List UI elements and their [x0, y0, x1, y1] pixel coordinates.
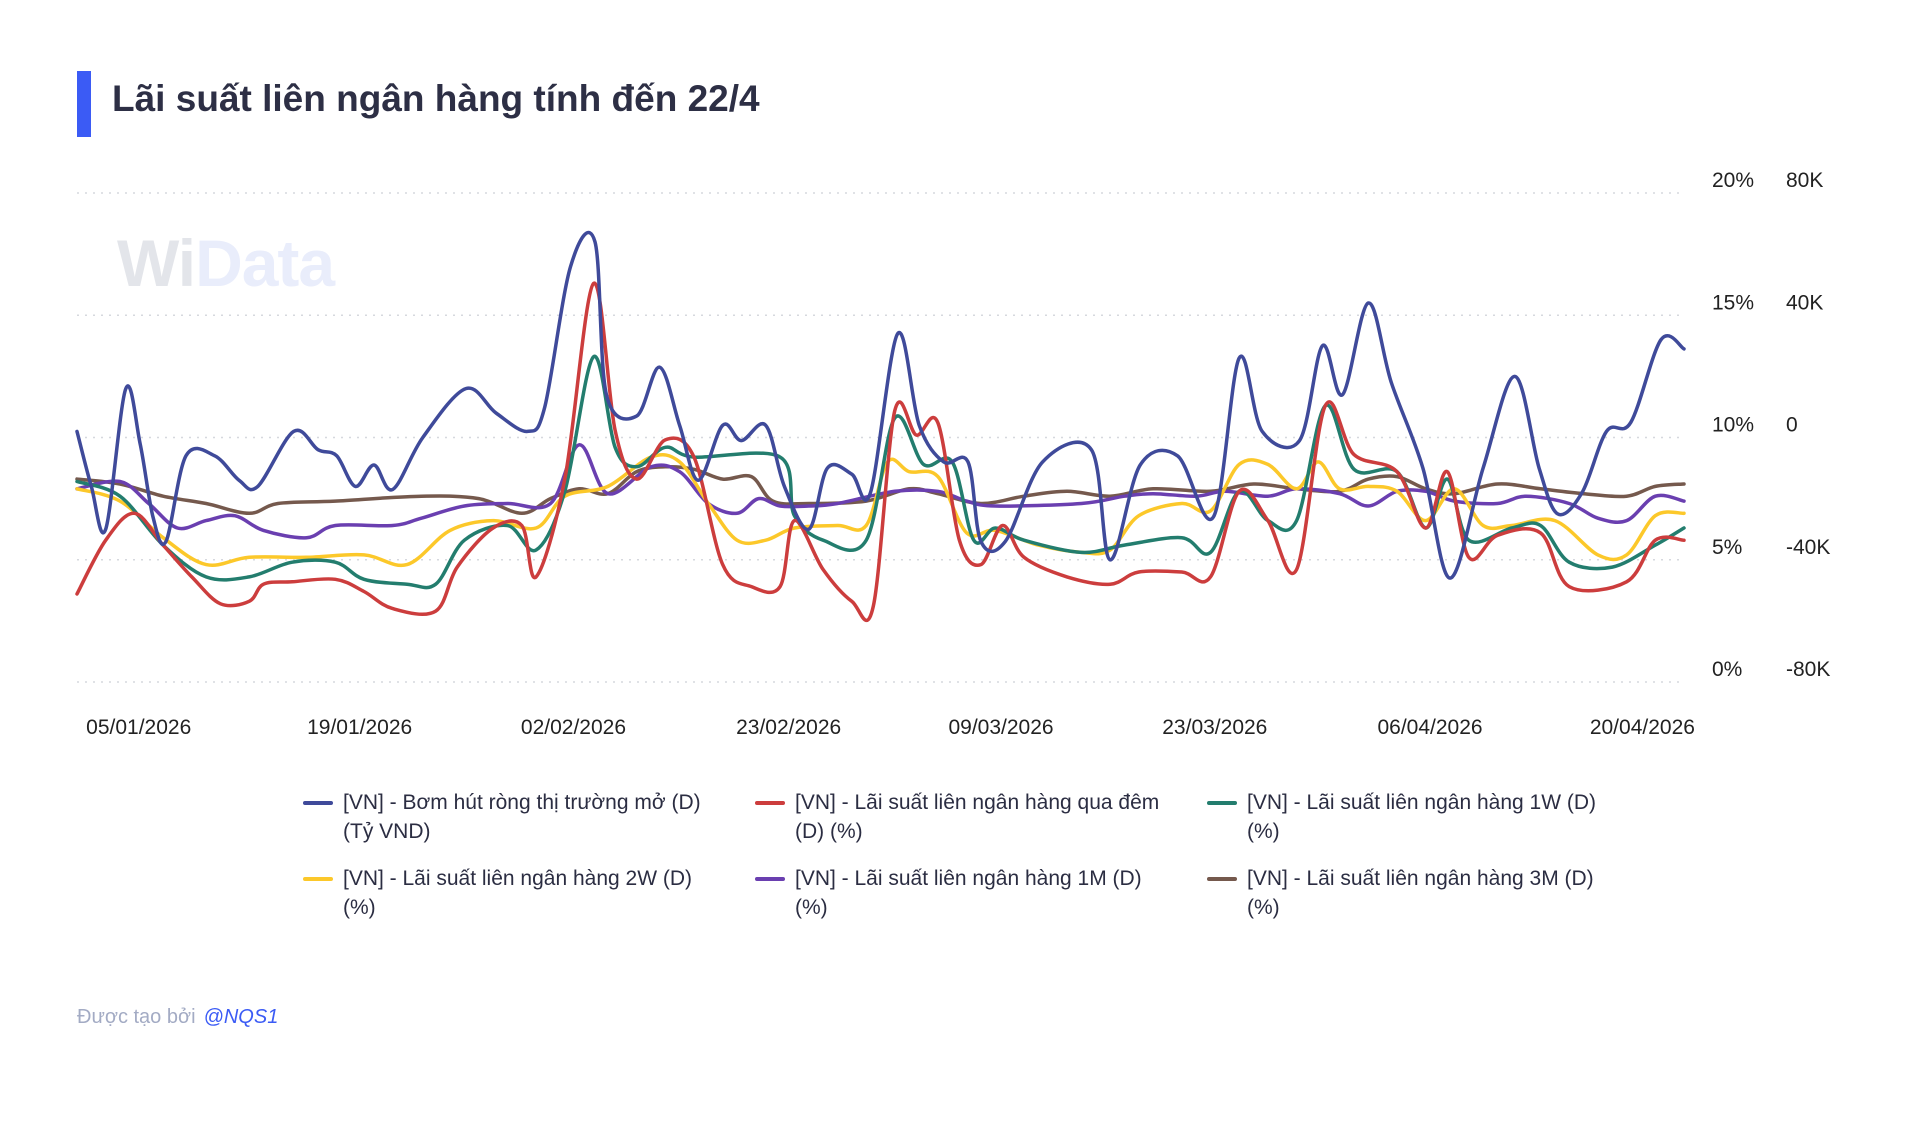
y-right-tick-label: 80K	[1786, 169, 1823, 192]
footer-created-by: Được tạo bởi	[77, 1006, 196, 1028]
footer: Được tạo bởi @NQS1	[77, 1006, 278, 1029]
x-tick-label: 20/04/2026	[1590, 716, 1695, 739]
legend-item[interactable]: [VN] - Lãi suất liên ngân hàng 1W (D) (%…	[1207, 788, 1627, 846]
y-right-tick-label: 0	[1786, 414, 1798, 437]
x-tick-label: 23/03/2026	[1162, 716, 1267, 739]
y-left-tick-label: 5%	[1712, 536, 1742, 559]
legend-item[interactable]: [VN] - Lãi suất liên ngân hàng 3M (D) (%…	[1207, 864, 1627, 922]
legend-swatch-icon	[1207, 877, 1237, 881]
series-line-1	[75, 281, 1686, 623]
x-tick-label: 06/04/2026	[1377, 716, 1482, 739]
legend-label: [VN] - Lãi suất liên ngân hàng qua đêm (…	[795, 791, 1160, 843]
series-line-4	[75, 443, 1686, 540]
author-link[interactable]: @NQS1	[203, 1006, 279, 1028]
legend-item[interactable]: [VN] - Lãi suất liên ngân hàng 1M (D) (%…	[755, 864, 1207, 922]
legend-label: [VN] - Bơm hút ròng thị trường mở (D) (T…	[343, 791, 701, 843]
legend-label: [VN] - Lãi suất liên ngân hàng 2W (D) (%…	[343, 867, 693, 919]
x-tick-label: 02/02/2026	[521, 716, 626, 739]
legend-swatch-icon	[1207, 801, 1237, 805]
x-tick-label: 19/01/2026	[307, 716, 412, 739]
chart-title: Lãi suất liên ngân hàng tính đến 22/4	[112, 78, 760, 119]
title-accent-bar	[77, 71, 91, 137]
y-right-tick-label: -80K	[1786, 658, 1830, 681]
legend-item[interactable]: [VN] - Bơm hút ròng thị trường mở (D) (T…	[303, 788, 755, 846]
legend-swatch-icon	[303, 877, 333, 881]
legend: [VN] - Bơm hút ròng thị trường mở (D) (T…	[303, 788, 1627, 922]
x-tick-label: 09/03/2026	[948, 716, 1053, 739]
y-right-tick-label: -40K	[1786, 536, 1830, 559]
legend-label: [VN] - Lãi suất liên ngân hàng 1W (D) (%…	[1247, 791, 1597, 843]
y-right-tick-label: 40K	[1786, 291, 1823, 314]
widata-watermark-logo: WiData	[117, 226, 335, 300]
series-line-0	[75, 230, 1686, 580]
y-left-tick-label: 15%	[1712, 291, 1754, 314]
x-axis-ticks: 05/01/2026 19/01/2026 02/02/2026 23/02/2026…	[86, 716, 1695, 739]
legend-label: [VN] - Lãi suất liên ngân hàng 3M (D) (%…	[1247, 867, 1594, 919]
y-axis-ticks: 20% 80K 15% 40K 10% 0 5% -40K 0% -80K	[1712, 169, 1830, 681]
legend-label: [VN] - Lãi suất liên ngân hàng 1M (D) (%…	[795, 867, 1142, 919]
y-left-tick-label: 10%	[1712, 414, 1754, 437]
x-tick-label: 23/02/2026	[736, 716, 841, 739]
y-left-tick-label: 20%	[1712, 169, 1754, 192]
series-lines	[75, 230, 1686, 623]
legend-swatch-icon	[755, 801, 785, 805]
y-left-tick-label: 0%	[1712, 658, 1742, 681]
legend-swatch-icon	[303, 801, 333, 805]
x-tick-label: 05/01/2026	[86, 716, 191, 739]
legend-item[interactable]: [VN] - Lãi suất liên ngân hàng 2W (D) (%…	[303, 864, 755, 922]
legend-swatch-icon	[755, 877, 785, 881]
legend-item[interactable]: [VN] - Lãi suất liên ngân hàng qua đêm (…	[755, 788, 1207, 846]
